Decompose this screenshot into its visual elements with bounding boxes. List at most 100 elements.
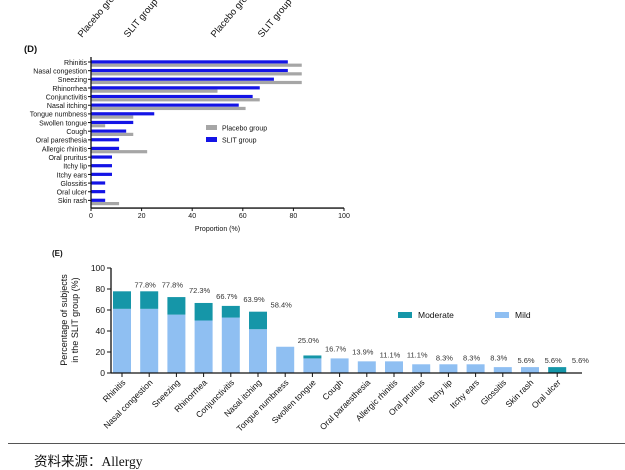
- bar-placebo-4: [91, 98, 260, 102]
- y-axis-title: in the SLIT group (%): [70, 277, 80, 362]
- category-label: Cough: [320, 377, 345, 402]
- bar-mild-9: [357, 361, 376, 373]
- y-axis-title: Percentage of subjects: [59, 274, 69, 366]
- data-label: 5.6%: [517, 356, 534, 365]
- bar-slit-8: [91, 129, 127, 133]
- legend-swatch-placebo: [206, 125, 217, 130]
- x-tick-label: 40: [188, 213, 196, 220]
- x-tick-label: 100: [338, 213, 350, 220]
- bar-placebo-3: [91, 89, 218, 93]
- bar-slit-4: [91, 94, 253, 99]
- bar-slit-11: [91, 155, 112, 159]
- bar-slit-3: [91, 86, 260, 90]
- bar-mild-15: [521, 367, 539, 373]
- y-tick-label: 0: [100, 368, 105, 378]
- source-note: 资料来源：Allergy: [34, 454, 143, 469]
- data-label: 5.6%: [572, 356, 589, 365]
- bar-slit-13: [91, 172, 112, 176]
- data-label: 77.8%: [162, 280, 184, 289]
- bar-mild-4: [221, 317, 240, 373]
- category-label: Swollen tongue: [39, 120, 87, 127]
- x-tick-label: 20: [138, 213, 146, 220]
- bar-slit-6: [91, 112, 155, 116]
- bar-mild-13: [466, 364, 485, 373]
- bar-placebo-6: [91, 115, 134, 119]
- bar-slit-12: [91, 164, 112, 168]
- legend-swatch-slit: [206, 137, 217, 142]
- bar-placebo-8: [91, 132, 134, 136]
- category-label: Oral ulcer: [57, 190, 88, 197]
- category-label: Itchy ears: [448, 377, 481, 410]
- bar-placebo-2: [91, 80, 302, 85]
- y-tick-label: 40: [96, 326, 106, 336]
- category-label: Oral pruritus: [48, 155, 87, 162]
- bar-slit-1: [91, 68, 288, 73]
- data-label: 8.3%: [490, 353, 507, 362]
- bar-slit-14: [91, 181, 106, 185]
- bar-moderate-3: [194, 302, 213, 321]
- data-label: 8.3%: [436, 353, 453, 362]
- bar-slit-16: [91, 198, 106, 202]
- category-label: Tongue numbness: [30, 112, 88, 119]
- bar-slit-7: [91, 120, 134, 125]
- data-label: 11.1%: [380, 350, 401, 359]
- legend-swatch-mild: [495, 312, 509, 318]
- data-label: 16.7%: [325, 344, 347, 353]
- bar-moderate-4: [221, 305, 240, 318]
- bar-moderate-1: [140, 291, 159, 309]
- panel-e-label: (E): [52, 249, 63, 258]
- category-label: Allergic rhinitis: [42, 146, 88, 153]
- category-label: Glossitis: [61, 181, 88, 188]
- bar-placebo-1: [91, 72, 302, 76]
- bar-placebo-5: [91, 106, 246, 111]
- category-label: Itchy lip: [63, 164, 87, 171]
- category-label: Oral paresthesia: [36, 138, 87, 145]
- data-label: 77.8%: [135, 280, 157, 289]
- bar-mild-7: [303, 358, 322, 373]
- bar-mild-10: [385, 361, 403, 373]
- bar-mild-6: [276, 346, 295, 373]
- category-label: Oral ulcer: [529, 377, 562, 410]
- data-label: 5.6%: [545, 356, 562, 365]
- y-tick-label: 100: [91, 263, 105, 273]
- data-label: 8.3%: [463, 353, 480, 362]
- top-strip-label: SLIT group: [122, 0, 161, 40]
- panel-d-label: (D): [24, 44, 37, 55]
- legend-label: SLIT group: [222, 138, 257, 145]
- bar-placebo-10: [91, 150, 148, 154]
- y-tick-label: 80: [96, 284, 106, 294]
- data-label: 66.7%: [216, 292, 238, 301]
- category-label: Rhinorrhea: [52, 86, 87, 93]
- bar-slit-2: [91, 77, 274, 81]
- bar-slit-0: [91, 60, 288, 64]
- data-label: 11.1%: [407, 350, 428, 359]
- x-tick-label: 80: [290, 213, 298, 220]
- bar-mild-3: [194, 320, 213, 373]
- x-tick-label: 0: [89, 213, 93, 220]
- category-label: Itchy ears: [57, 172, 88, 179]
- bar-slit-5: [91, 103, 239, 107]
- bar-mild-5: [249, 329, 267, 373]
- x-axis-title: Proportion (%): [195, 226, 240, 233]
- data-label: 72.3%: [189, 286, 211, 295]
- bar-placebo-7: [91, 124, 106, 128]
- data-label: 63.9%: [243, 295, 265, 304]
- bar-slit-10: [91, 146, 120, 150]
- bar-mild-12: [439, 364, 458, 373]
- bar-slit-15: [91, 190, 106, 194]
- data-label: 13.9%: [352, 347, 374, 356]
- category-label: Rhinitis: [64, 60, 87, 67]
- category-label: Sneezing: [58, 77, 87, 84]
- category-label: Nasal congestion: [33, 68, 87, 75]
- bar-moderate-7: [303, 355, 322, 359]
- category-label: Conjunctivitis: [46, 94, 88, 101]
- category-label: Nasal itching: [47, 103, 87, 110]
- bar-placebo-0: [91, 63, 302, 67]
- bar-moderate-2: [167, 297, 186, 315]
- bar-mild-0: [113, 308, 131, 373]
- bar-mild-14: [493, 367, 512, 373]
- bar-mild-2: [167, 314, 186, 373]
- data-label: 58.4%: [271, 301, 293, 310]
